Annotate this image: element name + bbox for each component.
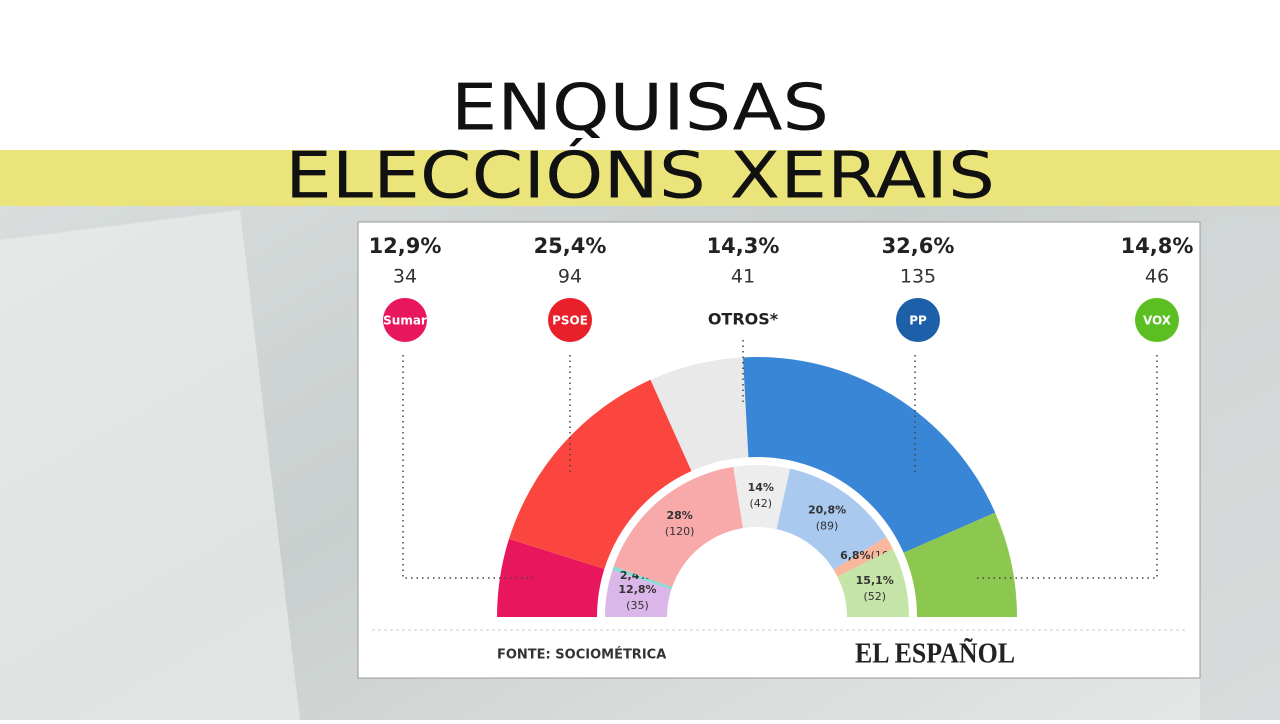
- previous-percent: 28%: [666, 509, 692, 522]
- previous-seats: (89): [816, 519, 839, 532]
- party-name: Sumar: [383, 314, 427, 328]
- previous-percent: 6,8%: [840, 549, 871, 562]
- percent-label: 32,6%: [882, 234, 955, 258]
- chart: 12,8%(35)2,4%(3)28%(120)14%(42)20,8%(89)…: [369, 234, 1194, 617]
- party-logo: [896, 298, 940, 342]
- party-name: PP: [909, 314, 927, 328]
- previous-wedge: [833, 536, 893, 577]
- previous-wedge: [837, 548, 909, 617]
- party-name: OTROS*: [708, 310, 779, 329]
- previous-wedge: [605, 570, 672, 617]
- title: ENQUISAS: [451, 72, 829, 146]
- previous-seats: (42): [749, 497, 772, 510]
- party-name: VOX: [1143, 314, 1172, 328]
- percent-label: 25,4%: [534, 234, 607, 258]
- previous-percent: 20,8%: [808, 503, 846, 516]
- previous-seats: (120): [665, 525, 695, 538]
- previous-seats: (52): [863, 590, 886, 603]
- percent-label: 14,3%: [707, 234, 780, 258]
- party-logo: [1135, 298, 1179, 342]
- previous-wedge: [612, 566, 673, 590]
- seats-label: 46: [1145, 266, 1169, 288]
- seats-label: 41: [731, 266, 755, 288]
- seats-label: 94: [558, 266, 582, 288]
- seat-wedge: [650, 357, 749, 472]
- seat-wedge: [903, 512, 1017, 617]
- previous-wedge: [776, 468, 887, 570]
- previous-percent: 15,1%: [856, 574, 894, 587]
- source: FONTE: SOCIOMÉTRICA: [497, 647, 666, 663]
- backdrop-shape: [1200, 210, 1280, 720]
- party-name: PSOE: [552, 314, 588, 328]
- seat-wedge: [509, 379, 692, 569]
- title-band: [0, 0, 1280, 150]
- subtitle-band: [0, 150, 1280, 206]
- previous-percent: 12,8%: [618, 583, 656, 596]
- backdrop-shape: [0, 210, 300, 720]
- brand: EL ESPAÑOL: [855, 638, 1015, 669]
- seats-label: 34: [393, 266, 417, 288]
- party-logo: [548, 298, 592, 342]
- seat-wedge: [743, 356, 996, 553]
- percent-label: 12,9%: [369, 234, 442, 258]
- previous-percent: 14%: [748, 481, 774, 494]
- previous-seats: (35): [626, 599, 649, 612]
- subtitle: ELECCIÓNS XERAIS: [285, 138, 995, 214]
- previous-wedge: [613, 466, 743, 587]
- previous-wedge: [733, 465, 791, 530]
- party-logo: [383, 298, 427, 342]
- percent-label: 14,8%: [1121, 234, 1194, 258]
- seats-label: 135: [900, 266, 936, 288]
- seat-wedge: [497, 538, 605, 617]
